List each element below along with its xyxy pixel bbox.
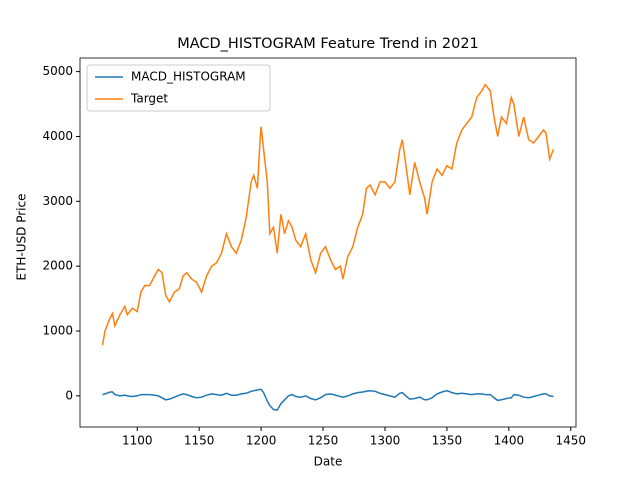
x-tick-label: 1450: [556, 434, 587, 448]
legend-box: [86, 64, 271, 112]
x-tick-label: 1100: [122, 434, 153, 448]
legend-label: MACD_HISTOGRAM: [131, 70, 246, 84]
x-tick-label: 1200: [246, 434, 277, 448]
plot-frame: [79, 57, 577, 428]
x-tick-label: 1300: [370, 434, 401, 448]
y-tick-label: 1000: [42, 324, 73, 338]
y-tick-label: 4000: [42, 129, 73, 143]
y-axis-label: ETH-USD Price: [15, 194, 29, 281]
x-tick-label: 1400: [494, 434, 525, 448]
chart-title: MACD_HISTOGRAM Feature Trend in 2021: [177, 36, 479, 52]
series-line: [102, 388, 554, 411]
x-tick-label: 1150: [184, 434, 215, 448]
x-tick-label: 1250: [308, 434, 339, 448]
y-tick-label: 2000: [42, 259, 73, 273]
series-line: [101, 83, 555, 346]
x-tick-label: 1350: [432, 434, 463, 448]
y-tick-label: 3000: [42, 194, 73, 208]
y-tick-label: 5000: [42, 64, 73, 78]
legend-label: Target: [130, 92, 168, 106]
y-tick-label: 0: [65, 388, 73, 402]
x-axis-label: Date: [314, 455, 343, 469]
